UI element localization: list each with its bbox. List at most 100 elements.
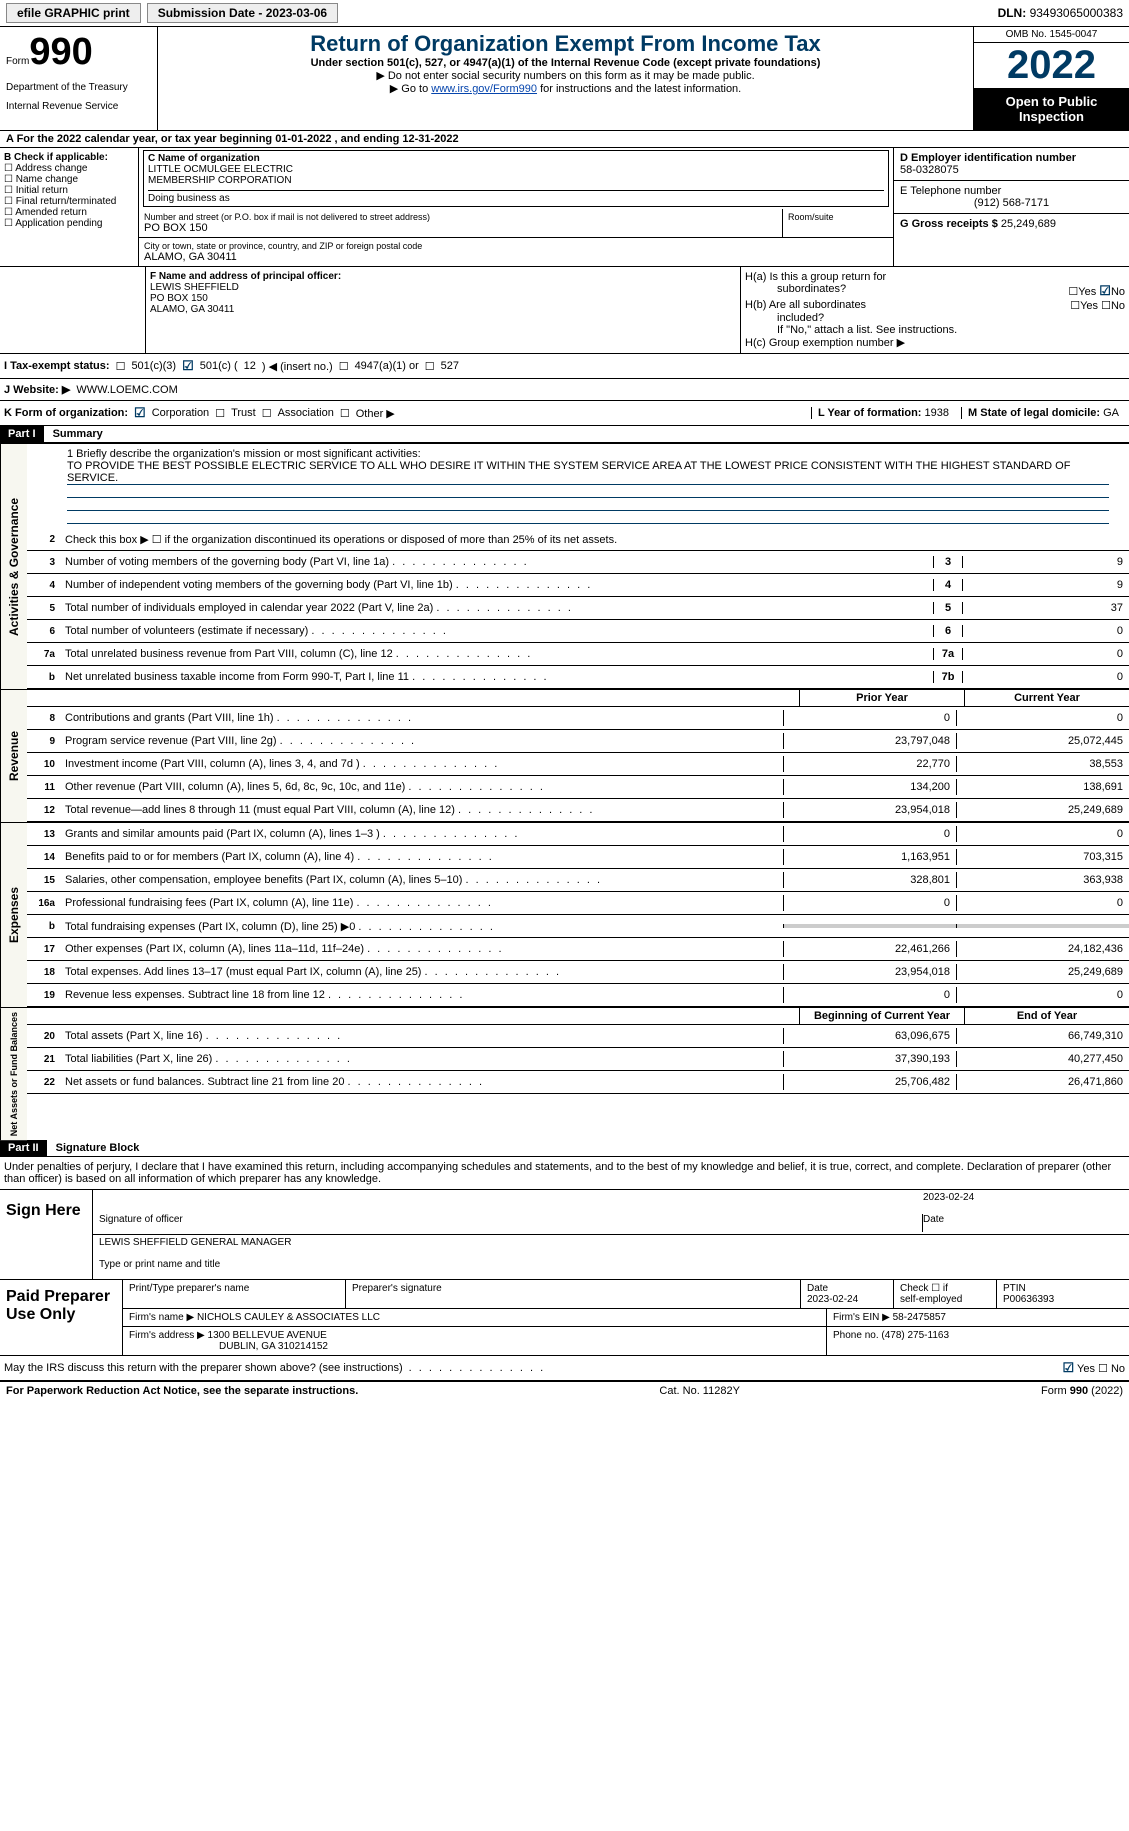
- part2-label: Part II: [0, 1140, 47, 1156]
- table-row: 10 Investment income (Part VIII, column …: [27, 753, 1129, 776]
- header-end-year: End of Year: [964, 1008, 1129, 1024]
- submission-date: 2023-03-06: [266, 6, 327, 20]
- side-expenses: Expenses: [0, 823, 27, 1007]
- table-row: 9 Program service revenue (Part VIII, li…: [27, 730, 1129, 753]
- table-row: 8 Contributions and grants (Part VIII, l…: [27, 707, 1129, 730]
- may-yes: Yes: [1077, 1363, 1095, 1375]
- hb-label: H(b) Are all subordinates: [745, 299, 866, 312]
- status-4947: 4947(a)(1) or: [355, 360, 419, 372]
- submission-date-button[interactable]: Submission Date - 2023-03-06: [147, 3, 338, 23]
- part1-label: Part I: [0, 426, 44, 442]
- sig-date: 2023-02-24: [923, 1192, 1123, 1210]
- sig-officer-label: Signature of officer: [99, 1214, 923, 1232]
- header-current-year: Current Year: [964, 690, 1129, 706]
- table-row: 6 Total number of volunteers (estimate i…: [27, 620, 1129, 643]
- may-irs-text: May the IRS discuss this return with the…: [4, 1362, 403, 1374]
- header-prior-year: Prior Year: [799, 690, 964, 706]
- dept-treasury: Department of the Treasury: [6, 74, 151, 93]
- addr-label: Number and street (or P.O. box if mail i…: [144, 212, 777, 222]
- ha-label: H(a) Is this a group return for: [745, 271, 886, 283]
- opt-name-change[interactable]: Name change: [16, 174, 78, 185]
- k-assoc: Association: [278, 407, 334, 419]
- room-label: Room/suite: [788, 212, 888, 222]
- m-label: M State of legal domicile:: [968, 407, 1103, 419]
- org-name-2: MEMBERSHIP CORPORATION: [148, 175, 884, 186]
- efile-button[interactable]: efile GRAPHIC print: [6, 3, 141, 23]
- form-number: 990: [29, 31, 92, 73]
- irs-link[interactable]: www.irs.gov/Form990: [431, 83, 537, 95]
- mission-text: TO PROVIDE THE BEST POSSIBLE ELECTRIC SE…: [67, 460, 1109, 485]
- open-public: Open to PublicInspection: [974, 88, 1129, 130]
- status-501c-c: ) ◀ (insert no.): [262, 360, 333, 373]
- firm-ein: 58-2475857: [893, 1312, 946, 1323]
- tax-year: 2022: [974, 43, 1129, 88]
- paid-preparer-label: Paid Preparer Use Only: [0, 1280, 123, 1355]
- status-501c3: 501(c)(3): [131, 360, 176, 372]
- opt-final-return[interactable]: Final return/terminated: [16, 196, 117, 207]
- table-row: 20 Total assets (Part X, line 16) 63,096…: [27, 1025, 1129, 1048]
- opt-pending[interactable]: Application pending: [15, 218, 102, 229]
- footer-left: For Paperwork Reduction Act Notice, see …: [6, 1385, 358, 1397]
- sign-here-label: Sign Here: [0, 1190, 93, 1279]
- instr-link: ▶ Go to www.irs.gov/Form990 for instruct…: [166, 82, 965, 95]
- opt-address-change[interactable]: Address change: [15, 163, 87, 174]
- k-corp: Corporation: [152, 407, 209, 419]
- table-row: 18 Total expenses. Add lines 13–17 (must…: [27, 961, 1129, 984]
- k-other: Other ▶: [356, 407, 395, 420]
- paid-date: 2023-02-24: [807, 1294, 858, 1305]
- hc-label: H(c) Group exemption number ▶: [745, 336, 1125, 349]
- k-label: K Form of organization:: [4, 407, 128, 419]
- side-revenue: Revenue: [0, 690, 27, 822]
- table-row: 16a Professional fundraising fees (Part …: [27, 892, 1129, 915]
- table-row: 12 Total revenue—add lines 8 through 11 …: [27, 799, 1129, 822]
- officer-addr1: PO BOX 150: [150, 293, 736, 304]
- hb-no: No: [1111, 300, 1125, 312]
- side-governance: Activities & Governance: [0, 444, 27, 689]
- table-row: 14 Benefits paid to or for members (Part…: [27, 846, 1129, 869]
- firm-addr1: 1300 BELLEVUE AVENUE: [208, 1330, 327, 1341]
- paid-h2: Preparer's signature: [346, 1280, 801, 1308]
- may-no: No: [1111, 1363, 1125, 1375]
- firm-phone: (478) 275-1163: [881, 1330, 949, 1341]
- website-value: WWW.LOEMC.COM: [76, 384, 177, 396]
- dln: DLN: 93493065000383: [998, 6, 1123, 20]
- table-row: 7a Total unrelated business revenue from…: [27, 643, 1129, 666]
- website-label: J Website: ▶: [4, 383, 70, 396]
- table-row: b Net unrelated business taxable income …: [27, 666, 1129, 689]
- declaration-text: Under penalties of perjury, I declare th…: [0, 1157, 1129, 1189]
- gross-label: G Gross receipts $: [900, 218, 1001, 230]
- part1-title: Summary: [47, 426, 109, 442]
- hb-note: If "No," attach a list. See instructions…: [777, 324, 1125, 336]
- street-address: PO BOX 150: [144, 222, 777, 234]
- table-row: 19 Revenue less expenses. Subtract line …: [27, 984, 1129, 1007]
- l-val: 1938: [925, 407, 949, 419]
- hb-included: included?: [777, 312, 1125, 324]
- status-501c-a: 501(c) (: [200, 360, 238, 372]
- officer-name: LEWIS SHEFFIELD: [150, 282, 736, 293]
- irs-label: Internal Revenue Service: [6, 93, 151, 112]
- table-row: 11 Other revenue (Part VIII, column (A),…: [27, 776, 1129, 799]
- ha-no: No: [1111, 286, 1125, 298]
- opt-initial-return[interactable]: Initial return: [16, 185, 68, 196]
- org-name-1: LITTLE OCMULGEE ELECTRIC: [148, 164, 884, 175]
- table-row: 22 Net assets or fund balances. Subtract…: [27, 1071, 1129, 1094]
- paid-h1: Print/Type preparer's name: [123, 1280, 346, 1308]
- opt-amended[interactable]: Amended return: [15, 207, 87, 218]
- table-row: 3 Number of voting members of the govern…: [27, 551, 1129, 574]
- form-title: Return of Organization Exempt From Incom…: [166, 31, 965, 57]
- table-row: b Total fundraising expenses (Part IX, c…: [27, 915, 1129, 938]
- sig-name-label: Type or print name and title: [99, 1259, 220, 1277]
- l-label: L Year of formation:: [818, 407, 925, 419]
- firm-addr2: DUBLIN, GA 310214152: [219, 1341, 328, 1352]
- side-net-assets: Net Assets or Fund Balances: [0, 1008, 27, 1140]
- instr-ssn: ▶ Do not enter social security numbers o…: [166, 69, 965, 82]
- firm-name: NICHOLS CAULEY & ASSOCIATES LLC: [197, 1312, 380, 1323]
- form-subtitle: Under section 501(c), 527, or 4947(a)(1)…: [166, 57, 965, 69]
- m-val: GA: [1103, 407, 1119, 419]
- paid-ptin: P00636393: [1003, 1294, 1054, 1305]
- status-501c-num: 12: [244, 360, 256, 372]
- calendar-year-line: A For the 2022 calendar year, or tax yea…: [0, 131, 1129, 148]
- section-f-label: F Name and address of principal officer:: [150, 271, 736, 282]
- ha-sub: subordinates?: [777, 283, 846, 299]
- ein-value: 58-0328075: [900, 164, 1123, 176]
